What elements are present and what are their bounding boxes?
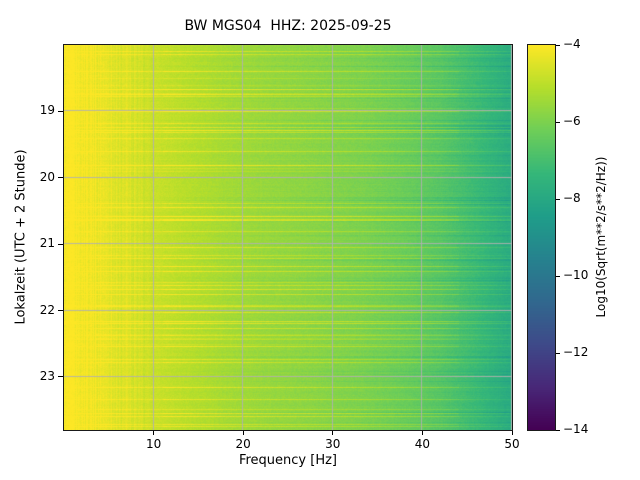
x-tick-mark — [153, 431, 155, 435]
colorbar-tick-mark — [556, 429, 560, 431]
y-tick-label: 23 — [39, 368, 55, 383]
x-tick-mark — [511, 431, 513, 435]
colorbar-gradient — [528, 45, 555, 430]
colorbar-tick-label: −12 — [563, 345, 589, 359]
y-tick-mark — [58, 177, 63, 179]
colorbar-tick-mark — [556, 352, 560, 354]
spectrogram-heatmap — [64, 45, 512, 430]
x-tick-label: 20 — [235, 437, 251, 451]
colorbar-label: Log10(Sqrt(m**2/s**2/Hz)) — [594, 156, 608, 318]
y-tick-label: 22 — [39, 302, 55, 317]
plot-area — [63, 44, 513, 431]
y-tick-mark — [58, 310, 63, 312]
colorbar-tick-label: −8 — [563, 191, 581, 205]
x-tick-mark — [332, 431, 334, 435]
x-axis-label: Frequency [Hz] — [238, 453, 338, 468]
y-tick-mark — [58, 376, 63, 378]
colorbar-tick-label: −6 — [563, 114, 581, 128]
colorbar-tick-mark — [556, 44, 560, 46]
x-tick-label: 50 — [504, 437, 520, 451]
x-tick-mark — [242, 431, 244, 435]
colorbar-tick-mark — [556, 275, 560, 277]
colorbar-tick-label: −10 — [563, 268, 589, 282]
colorbar-tick-label: −14 — [563, 422, 589, 436]
x-tick-label: 30 — [325, 437, 341, 451]
y-tick-label: 19 — [39, 103, 55, 118]
y-tick-label: 20 — [39, 169, 55, 184]
colorbar-tick-mark — [556, 121, 560, 123]
colorbar-tick-label: −4 — [563, 37, 581, 51]
y-tick-mark — [58, 110, 63, 112]
y-tick-label: 21 — [39, 236, 55, 251]
colorbar-tick-mark — [556, 198, 560, 200]
chart-title: BW MGS04 HHZ: 2025-09-25 — [184, 18, 392, 34]
x-tick-label: 10 — [145, 437, 162, 451]
colorbar — [527, 44, 556, 431]
x-tick-mark — [421, 431, 423, 435]
y-tick-mark — [58, 243, 63, 245]
x-tick-label: 40 — [414, 437, 431, 451]
